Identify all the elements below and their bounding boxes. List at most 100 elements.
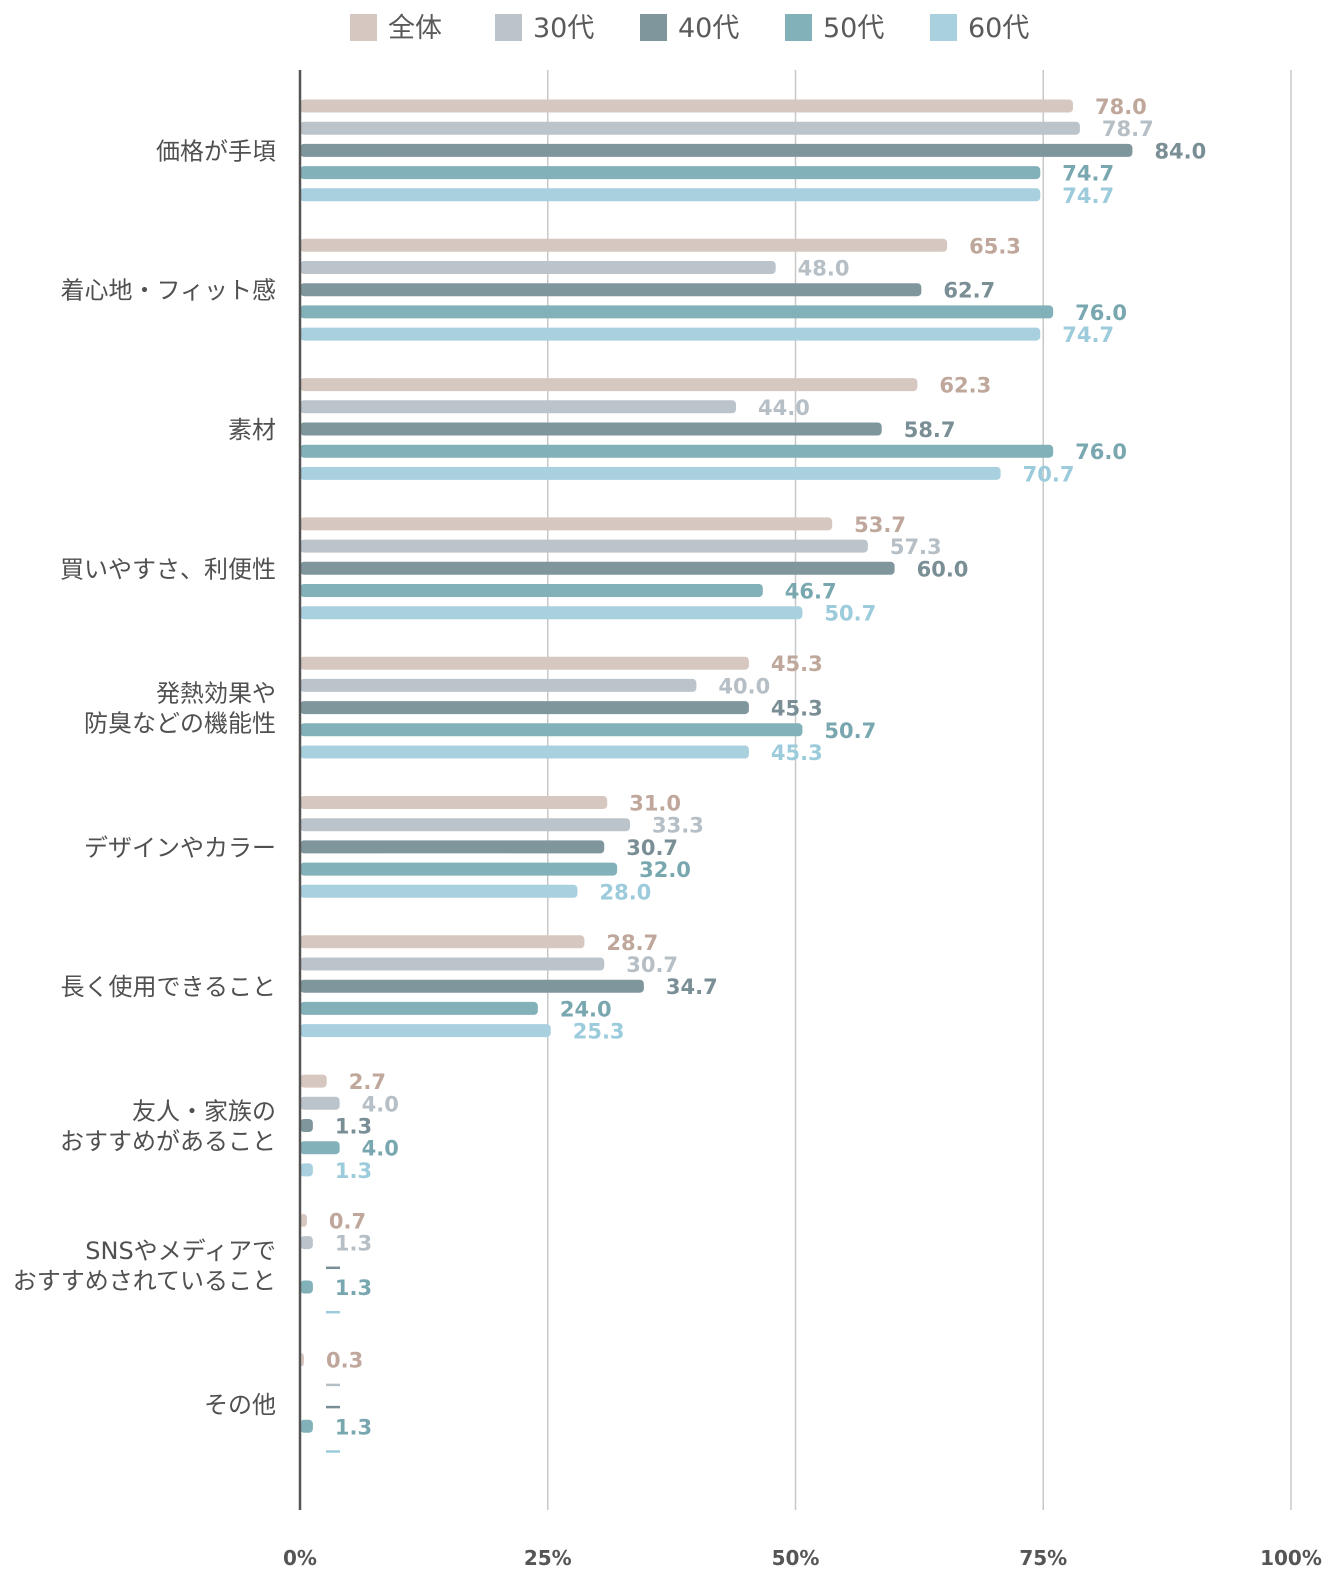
category-label-7-1: おすすめがあること xyxy=(60,1128,276,1156)
legend-label-0: 全体 xyxy=(388,13,442,44)
value-label-4-1: 40.0 xyxy=(718,674,770,698)
category-label-8-0: SNSやメディアで xyxy=(85,1237,276,1265)
legend-swatch-1 xyxy=(495,14,522,41)
legend-label-1: 30代 xyxy=(533,13,594,44)
value-label-0-3: 74.7 xyxy=(1062,162,1114,186)
bar-2-2 xyxy=(300,422,882,436)
bar-2-0 xyxy=(300,378,918,392)
bar-3-0 xyxy=(300,517,833,531)
value-label-8-0: 0.7 xyxy=(329,1209,366,1233)
legend-swatch-4 xyxy=(930,14,957,41)
value-label-7-1: 4.0 xyxy=(362,1092,399,1116)
bar-2-1 xyxy=(300,400,737,414)
category-label-3-0: 買いやすさ、利便性 xyxy=(60,555,276,583)
value-label-0-2: 84.0 xyxy=(1154,139,1206,163)
category-label-7-0: 友人・家族の xyxy=(132,1098,276,1126)
bar-5-2 xyxy=(300,840,605,854)
bar-4-0 xyxy=(300,656,749,670)
bar-3-2 xyxy=(300,561,895,575)
bar-0-1 xyxy=(300,121,1080,135)
value-label-7-4: 1.3 xyxy=(335,1159,372,1183)
value-label-0-4: 74.7 xyxy=(1062,184,1114,208)
bar-4-3 xyxy=(300,723,803,737)
value-label-6-0: 28.7 xyxy=(606,931,658,955)
bar-5-1 xyxy=(300,818,631,832)
value-label-1-1: 48.0 xyxy=(798,257,850,281)
value-label-3-4: 50.7 xyxy=(824,602,876,626)
bar-0-3 xyxy=(300,166,1041,180)
category-label-0-0: 価格が手頃 xyxy=(156,137,276,165)
x-tick-label-1: 25% xyxy=(524,1546,572,1570)
bar-7-3 xyxy=(300,1141,340,1155)
legend-label-2: 40代 xyxy=(678,13,739,44)
category-label-9-0: その他 xyxy=(204,1391,276,1419)
value-label-3-3: 46.7 xyxy=(785,580,837,604)
x-tick-label-0: 0% xyxy=(283,1546,317,1570)
bar-9-3 xyxy=(300,1419,313,1433)
value-label-9-0: 0.3 xyxy=(326,1349,363,1373)
bar-5-0 xyxy=(300,796,608,809)
bar-1-3 xyxy=(300,305,1054,319)
value-label-9-3: 1.3 xyxy=(335,1415,372,1439)
value-label-7-2: 1.3 xyxy=(335,1115,372,1139)
value-label-6-2: 34.7 xyxy=(666,975,718,999)
value-label-0-0: 78.0 xyxy=(1095,95,1147,119)
bar-7-0 xyxy=(300,1074,327,1088)
value-label-6-4: 25.3 xyxy=(573,1020,625,1044)
value-label-1-0: 65.3 xyxy=(969,234,1021,258)
value-label-4-3: 50.7 xyxy=(824,719,876,743)
category-label-2-0: 素材 xyxy=(228,416,276,444)
bar-8-1 xyxy=(300,1236,313,1250)
bar-7-1 xyxy=(300,1096,340,1110)
value-label-2-0: 62.3 xyxy=(939,374,991,398)
bar-8-0 xyxy=(300,1213,307,1227)
value-label-3-0: 53.7 xyxy=(854,513,906,537)
bar-7-2 xyxy=(300,1119,313,1132)
value-label-7-0: 2.7 xyxy=(349,1070,386,1094)
bar-6-0 xyxy=(300,935,585,949)
bar-6-4 xyxy=(300,1024,551,1038)
category-label-1-0: 着心地・フィット感 xyxy=(60,277,276,305)
bar-4-4 xyxy=(300,745,749,759)
bar-3-3 xyxy=(300,584,763,597)
category-label-4-1: 防臭などの機能性 xyxy=(84,710,276,738)
legend-swatch-0 xyxy=(350,14,377,41)
category-label-4-0: 発熱効果や xyxy=(156,680,276,708)
value-label-4-4: 45.3 xyxy=(771,741,823,765)
value-label-3-1: 57.3 xyxy=(890,535,942,559)
bar-1-0 xyxy=(300,238,948,252)
legend-label-3: 50代 xyxy=(823,13,884,44)
value-label-1-3: 76.0 xyxy=(1075,301,1127,325)
value-label-5-3: 32.0 xyxy=(639,858,691,882)
value-label-8-3: 1.3 xyxy=(335,1276,372,1300)
value-label-2-1: 44.0 xyxy=(758,396,810,420)
bar-1-1 xyxy=(300,261,776,274)
bar-2-4 xyxy=(300,466,1001,480)
value-label-7-3: 4.0 xyxy=(362,1137,399,1161)
bar-8-3 xyxy=(300,1280,313,1294)
category-label-5-0: デザインやカラー xyxy=(84,834,276,862)
bar-6-3 xyxy=(300,1001,538,1015)
bar-0-2 xyxy=(300,143,1133,157)
legend-swatch-3 xyxy=(785,14,812,41)
value-label-3-2: 60.0 xyxy=(917,557,969,581)
bar-4-2 xyxy=(300,701,749,715)
category-label-6-0: 長く使用できること xyxy=(60,973,276,1001)
value-label-6-1: 30.7 xyxy=(626,953,678,977)
value-label-2-4: 70.7 xyxy=(1023,462,1075,486)
legend-label-4: 60代 xyxy=(968,13,1029,44)
value-label-5-2: 30.7 xyxy=(626,836,678,860)
bar-4-1 xyxy=(300,678,697,692)
bar-2-3 xyxy=(300,444,1054,458)
bar-3-1 xyxy=(300,539,868,553)
x-tick-label-4: 100% xyxy=(1260,1546,1322,1570)
bar-6-1 xyxy=(300,957,605,971)
bar-3-4 xyxy=(300,606,803,620)
value-label-8-1: 1.3 xyxy=(335,1232,372,1256)
bar-6-2 xyxy=(300,979,644,993)
value-label-4-0: 45.3 xyxy=(771,652,823,676)
category-label-8-1: おすすめされていること xyxy=(13,1267,276,1295)
bar-0-0 xyxy=(300,99,1073,113)
bar-5-3 xyxy=(300,862,618,876)
